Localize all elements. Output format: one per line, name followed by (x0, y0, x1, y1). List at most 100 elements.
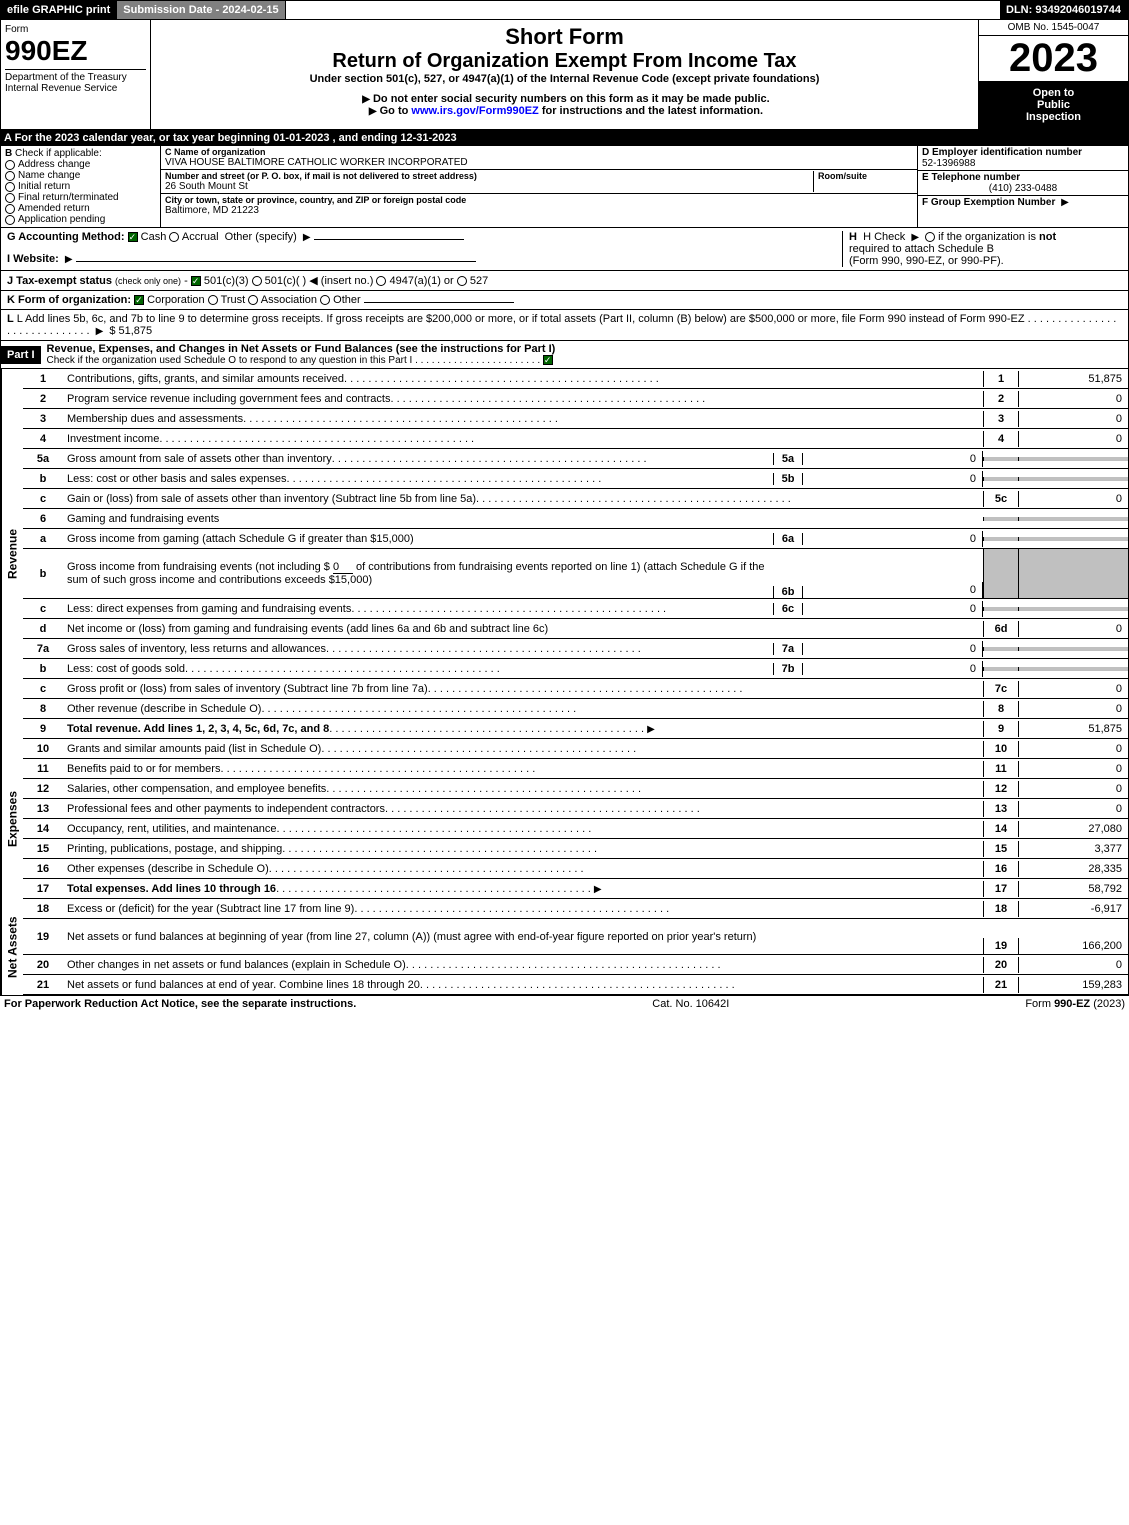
line-16: 16Other expenses (describe in Schedule O… (23, 859, 1129, 879)
submission-date: Submission Date - 2024-02-15 (117, 1, 285, 19)
irs-link[interactable]: www.irs.gov/Form990EZ (411, 105, 538, 117)
phone-label: E Telephone number (922, 172, 1020, 183)
chk-other[interactable] (320, 295, 330, 305)
line-3: 3Membership dues and assessments30 (23, 409, 1129, 429)
line-15: 15Printing, publications, postage, and s… (23, 839, 1129, 859)
chk-final-return[interactable]: Final return/terminated (5, 192, 156, 203)
g-label: G Accounting Method: (7, 231, 125, 243)
line-7c: cGross profit or (loss) from sales of in… (23, 679, 1129, 699)
chk-address-change[interactable]: Address change (5, 159, 156, 170)
dln: DLN: 93492046019744 (999, 1, 1128, 19)
part-1-header: Part I Revenue, Expenses, and Changes in… (0, 341, 1129, 369)
line-7b: bLess: cost of goods sold7b0 (23, 659, 1129, 679)
line-6b: bGross income from fundraising events (n… (23, 549, 1129, 599)
part-1-label: Part I (1, 346, 41, 364)
form-word: Form (5, 24, 146, 35)
city-state-zip: Baltimore, MD 21223 (165, 205, 913, 216)
line-6c: cLess: direct expenses from gaming and f… (23, 599, 1129, 619)
line-9: 9Total revenue. Add lines 1, 2, 3, 4, 5c… (23, 719, 1129, 739)
chk-assoc[interactable] (248, 295, 258, 305)
line-18: 18Excess or (deficit) for the year (Subt… (23, 899, 1129, 919)
open-public: Open to Public Inspection (979, 81, 1128, 129)
chk-corp[interactable] (134, 295, 144, 305)
revenue-section: Revenue 1Contributions, gifts, grants, a… (0, 369, 1129, 739)
efile-label: efile GRAPHIC print (1, 1, 117, 19)
line-6d: dNet income or (loss) from gaming and fu… (23, 619, 1129, 639)
paperwork-notice: For Paperwork Reduction Act Notice, see … (4, 998, 356, 1010)
section-b: B Check if applicable: Address change Na… (1, 146, 161, 227)
line-4: 4Investment income40 (23, 429, 1129, 449)
netassets-vlabel: Net Assets (1, 899, 23, 995)
room-label: Room/suite (818, 171, 913, 181)
line-2: 2Program service revenue including gover… (23, 389, 1129, 409)
part-1-title: Revenue, Expenses, and Changes in Net As… (47, 343, 556, 355)
line-14: 14Occupancy, rent, utilities, and mainte… (23, 819, 1129, 839)
address: 26 South Mount St (165, 181, 813, 192)
line-20: 20Other changes in net assets or fund ba… (23, 955, 1129, 975)
section-k: K Form of organization: Corporation Trus… (0, 291, 1129, 310)
addr-label: Number and street (or P. O. box, if mail… (165, 171, 813, 181)
line-6: 6Gaming and fundraising events (23, 509, 1129, 529)
group-exempt-label: F Group Exemption Number (922, 197, 1055, 208)
subtitle: Under section 501(c), 527, or 4947(a)(1)… (155, 73, 974, 85)
chk-trust[interactable] (208, 295, 218, 305)
line-10: 10Grants and similar amounts paid (list … (23, 739, 1129, 759)
chk-app-pending[interactable]: Application pending (5, 214, 156, 225)
line-7a: 7aGross sales of inventory, less returns… (23, 639, 1129, 659)
chk-initial-return[interactable]: Initial return (5, 181, 156, 192)
tax-year: 2023 (979, 36, 1128, 81)
section-d: D Employer identification number 52-1396… (918, 146, 1128, 227)
chk-501c3[interactable] (191, 276, 201, 286)
ssn-note: Do not enter social security numbers on … (155, 93, 974, 105)
chk-527[interactable] (457, 276, 467, 286)
ein-value: 52-1396988 (922, 158, 1124, 169)
section-bcd: B Check if applicable: Address change Na… (0, 146, 1129, 228)
irs-label: Internal Revenue Service (5, 83, 146, 94)
ein-label: D Employer identification number (922, 147, 1082, 158)
form-number: 990EZ (5, 35, 146, 67)
chk-amended[interactable]: Amended return (5, 203, 156, 214)
line-17: 17Total expenses. Add lines 10 through 1… (23, 879, 1129, 899)
line-11: 11Benefits paid to or for members110 (23, 759, 1129, 779)
chk-501c[interactable] (252, 276, 262, 286)
line-5c: cGain or (loss) from sale of assets othe… (23, 489, 1129, 509)
line-8: 8Other revenue (describe in Schedule O)8… (23, 699, 1129, 719)
section-h: H H Check if the organization is not req… (842, 231, 1122, 267)
line-19: 19Net assets or fund balances at beginni… (23, 919, 1129, 955)
org-name-label: C Name of organization (165, 147, 913, 157)
chk-4947[interactable] (376, 276, 386, 286)
page-footer: For Paperwork Reduction Act Notice, see … (0, 995, 1129, 1012)
title-return: Return of Organization Exempt From Incom… (155, 50, 974, 73)
chk-accrual[interactable] (169, 232, 179, 242)
section-gh: G Accounting Method: Cash Accrual Other … (0, 228, 1129, 271)
line-5b: bLess: cost or other basis and sales exp… (23, 469, 1129, 489)
i-label: I Website: (7, 253, 59, 265)
expenses-vlabel: Expenses (1, 739, 23, 899)
goto-note: Go to www.irs.gov/Form990EZ for instruct… (155, 105, 974, 117)
org-name: VIVA HOUSE BALTIMORE CATHOLIC WORKER INC… (165, 157, 913, 168)
section-c: C Name of organization VIVA HOUSE BALTIM… (161, 146, 918, 227)
city-label: City or town, state or province, country… (165, 195, 913, 205)
line-13: 13Professional fees and other payments t… (23, 799, 1129, 819)
chk-h[interactable] (925, 232, 935, 242)
form-header: Form 990EZ Department of the Treasury In… (0, 20, 1129, 130)
form-ref: Form 990-EZ (2023) (1025, 998, 1125, 1010)
title-short-form: Short Form (155, 24, 974, 50)
cat-no: Cat. No. 10642I (652, 998, 729, 1010)
netassets-section: Net Assets 18Excess or (deficit) for the… (0, 899, 1129, 995)
section-j: J Tax-exempt status (check only one) - 5… (0, 271, 1129, 291)
section-l: L L Add lines 5b, 6c, and 7b to line 9 t… (0, 310, 1129, 341)
line-6a: aGross income from gaming (attach Schedu… (23, 529, 1129, 549)
revenue-vlabel: Revenue (1, 369, 23, 739)
line-5a: 5aGross amount from sale of assets other… (23, 449, 1129, 469)
chk-cash[interactable] (128, 232, 138, 242)
section-a: A For the 2023 calendar year, or tax yea… (0, 130, 1129, 146)
top-bar: efile GRAPHIC print Submission Date - 20… (0, 0, 1129, 20)
line-12: 12Salaries, other compensation, and empl… (23, 779, 1129, 799)
expenses-section: Expenses 10Grants and similar amounts pa… (0, 739, 1129, 899)
line-21: 21Net assets or fund balances at end of … (23, 975, 1129, 995)
dept-treasury: Department of the Treasury (5, 69, 146, 83)
chk-name-change[interactable]: Name change (5, 170, 156, 181)
chk-schedule-o[interactable] (543, 355, 553, 365)
phone-value: (410) 233-0488 (922, 183, 1124, 194)
